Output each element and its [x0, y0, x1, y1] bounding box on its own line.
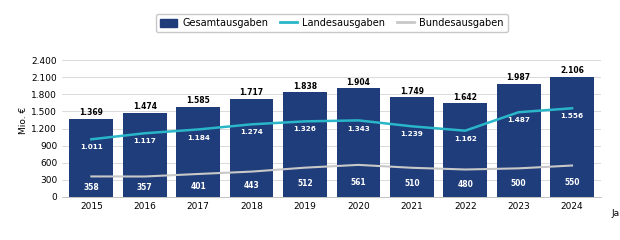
- Bar: [390, 97, 434, 197]
- Text: 2.106: 2.106: [560, 66, 584, 75]
- Text: 1.343: 1.343: [347, 126, 370, 132]
- Text: 1.838: 1.838: [293, 82, 317, 90]
- Text: 1.487: 1.487: [507, 117, 530, 123]
- Text: 1.642: 1.642: [453, 93, 477, 102]
- Text: 1.239: 1.239: [401, 132, 423, 138]
- Text: 1.184: 1.184: [187, 135, 210, 141]
- Text: 480: 480: [458, 180, 473, 189]
- Text: 401: 401: [190, 182, 206, 191]
- Bar: [497, 84, 541, 197]
- Text: 1.556: 1.556: [560, 114, 583, 120]
- Text: 357: 357: [137, 183, 153, 192]
- Text: 510: 510: [404, 179, 420, 188]
- Bar: [69, 119, 113, 197]
- Bar: [337, 89, 380, 197]
- Text: 1.717: 1.717: [239, 88, 264, 97]
- Text: 1.162: 1.162: [454, 136, 477, 142]
- Text: 1.369: 1.369: [79, 108, 104, 117]
- Text: 358: 358: [84, 183, 99, 192]
- Bar: [229, 99, 273, 197]
- Text: 1.904: 1.904: [347, 78, 370, 87]
- Text: 1.749: 1.749: [400, 87, 424, 96]
- Bar: [550, 77, 594, 197]
- Text: 1.117: 1.117: [133, 138, 156, 144]
- Text: 1.326: 1.326: [293, 126, 316, 132]
- Text: 512: 512: [297, 179, 313, 188]
- Bar: [176, 107, 220, 197]
- Text: 500: 500: [511, 180, 526, 188]
- Text: 1.274: 1.274: [240, 129, 263, 135]
- Text: 443: 443: [244, 181, 259, 190]
- Text: 1.585: 1.585: [187, 96, 210, 105]
- Y-axis label: Mio. €: Mio. €: [19, 106, 29, 134]
- Text: 1.011: 1.011: [80, 144, 103, 150]
- Legend: Gesamtausgaben, Landesausgaben, Bundesausgaben: Gesamtausgaben, Landesausgaben, Bundesau…: [156, 14, 508, 32]
- Text: 1.987: 1.987: [507, 73, 531, 82]
- Bar: [123, 113, 167, 197]
- Bar: [283, 92, 327, 197]
- Bar: [443, 103, 487, 197]
- X-axis label: Jahre: Jahre: [611, 209, 620, 218]
- Text: 1.474: 1.474: [133, 102, 157, 111]
- Text: 550: 550: [564, 178, 580, 187]
- Text: 561: 561: [350, 178, 366, 187]
